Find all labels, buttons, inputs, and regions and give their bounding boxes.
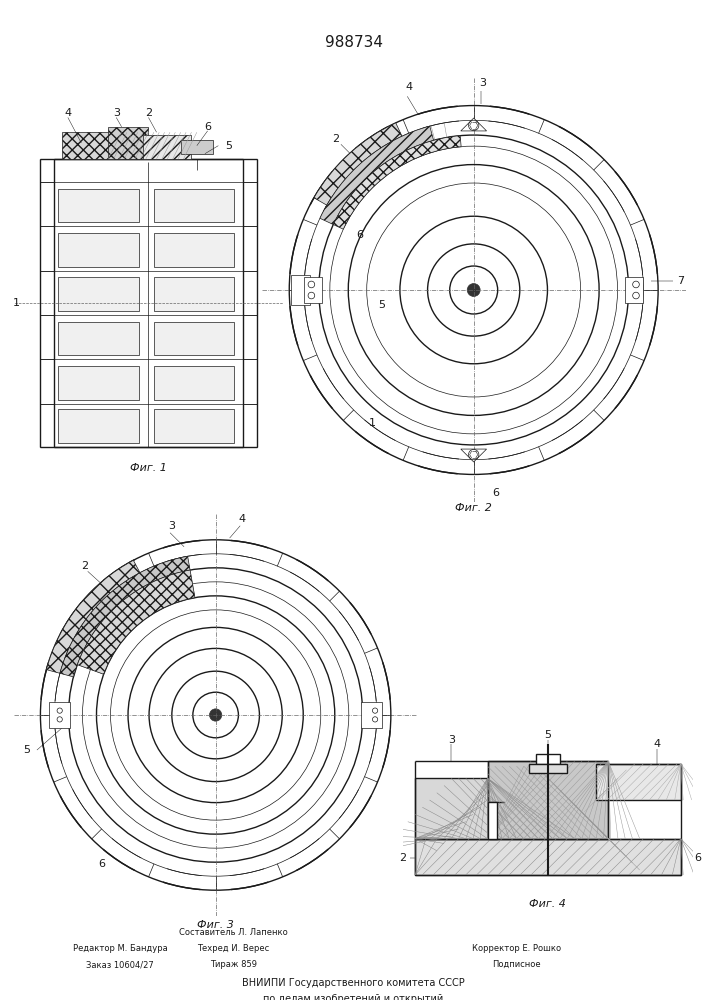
Bar xyxy=(154,322,235,355)
Text: 6: 6 xyxy=(356,230,363,240)
Text: 2: 2 xyxy=(81,561,88,571)
Text: 5: 5 xyxy=(378,300,385,310)
Bar xyxy=(59,322,139,355)
Text: 3: 3 xyxy=(448,735,455,745)
Bar xyxy=(181,140,213,154)
Bar xyxy=(536,754,560,764)
Polygon shape xyxy=(461,449,486,462)
Text: 4: 4 xyxy=(64,108,71,118)
Wedge shape xyxy=(333,136,461,229)
Bar xyxy=(415,778,488,839)
Text: ВНИИПИ Государственного комитета СССР: ВНИИПИ Государственного комитета СССР xyxy=(242,978,465,988)
Bar xyxy=(488,761,608,839)
Bar xyxy=(488,802,497,839)
Text: 2: 2 xyxy=(399,853,407,863)
Bar xyxy=(529,764,567,773)
Bar xyxy=(154,409,235,443)
Bar xyxy=(59,189,139,222)
Bar xyxy=(625,277,643,303)
Text: 2: 2 xyxy=(332,134,339,144)
Text: 6: 6 xyxy=(204,122,211,132)
Text: Составитель Л. Лапенко: Составитель Л. Лапенко xyxy=(179,928,288,937)
Circle shape xyxy=(209,709,222,721)
Text: 6: 6 xyxy=(694,853,701,863)
Text: 5: 5 xyxy=(23,745,30,755)
Text: 5: 5 xyxy=(226,141,233,151)
Bar xyxy=(59,366,139,400)
Text: Фиг. 4: Фиг. 4 xyxy=(530,899,566,909)
Text: 4: 4 xyxy=(406,82,413,92)
Bar xyxy=(108,127,148,159)
Text: Редактор М. Бандура: Редактор М. Бандура xyxy=(73,944,168,953)
Text: 5: 5 xyxy=(544,730,551,740)
Text: 3: 3 xyxy=(112,108,119,118)
Text: Техред И. Верес: Техред И. Верес xyxy=(197,944,269,953)
Polygon shape xyxy=(291,275,310,305)
Text: 4: 4 xyxy=(238,514,245,524)
Polygon shape xyxy=(461,118,486,131)
Wedge shape xyxy=(60,556,190,677)
Bar xyxy=(154,233,235,267)
Circle shape xyxy=(467,284,480,296)
Wedge shape xyxy=(320,126,433,225)
Text: Подписное: Подписное xyxy=(492,960,540,969)
Text: 3: 3 xyxy=(479,78,486,88)
Text: Фиг. 2: Фиг. 2 xyxy=(455,503,492,513)
Text: Корректор Е. Рошко: Корректор Е. Рошко xyxy=(472,944,561,953)
Text: Тираж 859: Тираж 859 xyxy=(210,960,257,969)
Text: по делам изобретений и открытий: по делам изобретений и открытий xyxy=(264,994,443,1000)
Text: 2: 2 xyxy=(145,108,152,118)
Text: Фиг. 3: Фиг. 3 xyxy=(197,920,234,930)
Text: Фиг. 1: Фиг. 1 xyxy=(130,463,167,473)
Bar xyxy=(415,839,681,875)
Wedge shape xyxy=(47,560,140,673)
Bar xyxy=(154,189,235,222)
Text: 4: 4 xyxy=(653,739,660,749)
Text: 1: 1 xyxy=(369,418,375,428)
Bar xyxy=(59,277,139,311)
Wedge shape xyxy=(77,570,195,674)
Text: 6: 6 xyxy=(492,488,499,498)
Bar xyxy=(59,233,139,267)
Text: 3: 3 xyxy=(168,521,175,531)
Text: 7: 7 xyxy=(677,276,684,286)
Text: 6: 6 xyxy=(98,859,105,869)
Bar xyxy=(596,764,681,800)
Text: 1: 1 xyxy=(13,298,21,308)
Bar xyxy=(154,366,235,400)
Bar xyxy=(304,277,322,303)
Bar xyxy=(62,132,122,159)
Bar xyxy=(143,135,192,159)
Bar xyxy=(49,702,70,728)
Text: Заказ 10604/27: Заказ 10604/27 xyxy=(86,960,154,969)
Text: 988734: 988734 xyxy=(325,35,382,50)
Bar xyxy=(59,409,139,443)
Bar xyxy=(154,277,235,311)
Bar xyxy=(361,702,382,728)
Wedge shape xyxy=(314,123,402,205)
